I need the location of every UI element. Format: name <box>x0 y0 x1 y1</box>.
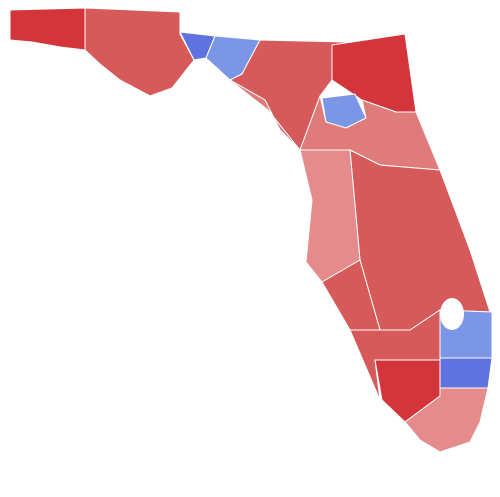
county-region <box>299 149 361 283</box>
county-region <box>404 387 489 453</box>
florida-keys <box>377 451 456 491</box>
county-region <box>229 79 301 151</box>
lake-okeechobee <box>440 298 464 330</box>
county-region <box>84 7 195 97</box>
county-region <box>439 357 493 389</box>
county-region <box>9 7 86 51</box>
